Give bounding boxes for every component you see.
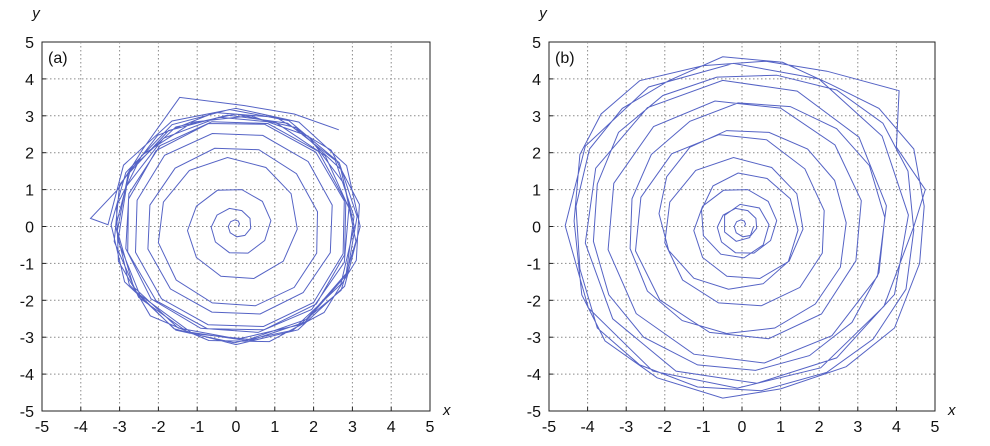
y-axis-label: y [538, 5, 548, 22]
y-tick-label: -4 [527, 367, 541, 384]
y-tick-label: 2 [25, 146, 34, 163]
x-tick-label: -2 [151, 419, 165, 436]
x-tick-label: 4 [892, 419, 901, 436]
y-tick-label: 2 [532, 146, 541, 163]
y-tick-label: 4 [25, 72, 34, 89]
x-tick-label: -5 [35, 419, 49, 436]
y-tick-label: 0 [532, 220, 541, 237]
y-tick-label: -4 [20, 367, 34, 384]
y-tick-label: 1 [532, 183, 541, 200]
x-tick-label: -3 [619, 419, 633, 436]
x-tick-label: 3 [853, 419, 862, 436]
y-tick-label: -2 [20, 293, 34, 310]
y-tick-label: 1 [25, 183, 34, 200]
y-tick-label: -3 [527, 330, 541, 347]
y-tick-label: 3 [25, 109, 34, 126]
y-tick-label: 5 [25, 35, 34, 52]
x-tick-label: 5 [931, 419, 940, 436]
x-tick-label: 0 [738, 419, 747, 436]
x-tick-label: 1 [776, 419, 785, 436]
y-tick-label: 5 [532, 35, 541, 52]
y-axis-label: y [31, 5, 41, 22]
x-axis-label: x [947, 402, 956, 419]
x-tick-label: -4 [74, 419, 88, 436]
y-tick-label: -5 [20, 404, 34, 421]
x-axis-label: x [442, 402, 451, 419]
x-tick-label: 5 [426, 419, 435, 436]
y-tick-label: -5 [527, 404, 541, 421]
x-tick-label: 4 [387, 419, 396, 436]
x-tick-label: -3 [112, 419, 126, 436]
panel-label: (b) [555, 50, 575, 67]
y-tick-label: -1 [527, 256, 541, 273]
trajectory-line-1 [89, 96, 361, 346]
trajectory-line-1 [564, 56, 926, 399]
x-tick-label: -2 [658, 419, 672, 436]
x-tick-label: -1 [696, 419, 710, 436]
x-tick-label: 0 [232, 419, 241, 436]
x-tick-label: -5 [542, 419, 556, 436]
x-tick-label: 1 [270, 419, 279, 436]
panel-label: (a) [48, 50, 68, 67]
y-tick-label: -3 [20, 330, 34, 347]
x-tick-label: -4 [580, 419, 594, 436]
y-tick-label: -1 [20, 256, 34, 273]
x-tick-label: 2 [309, 419, 318, 436]
y-tick-label: 0 [25, 220, 34, 237]
x-tick-label: 2 [815, 419, 824, 436]
y-tick-label: 4 [532, 72, 541, 89]
x-tick-label: 3 [348, 419, 357, 436]
y-tick-label: 3 [532, 109, 541, 126]
y-tick-label: -2 [527, 293, 541, 310]
x-tick-label: -1 [190, 419, 204, 436]
